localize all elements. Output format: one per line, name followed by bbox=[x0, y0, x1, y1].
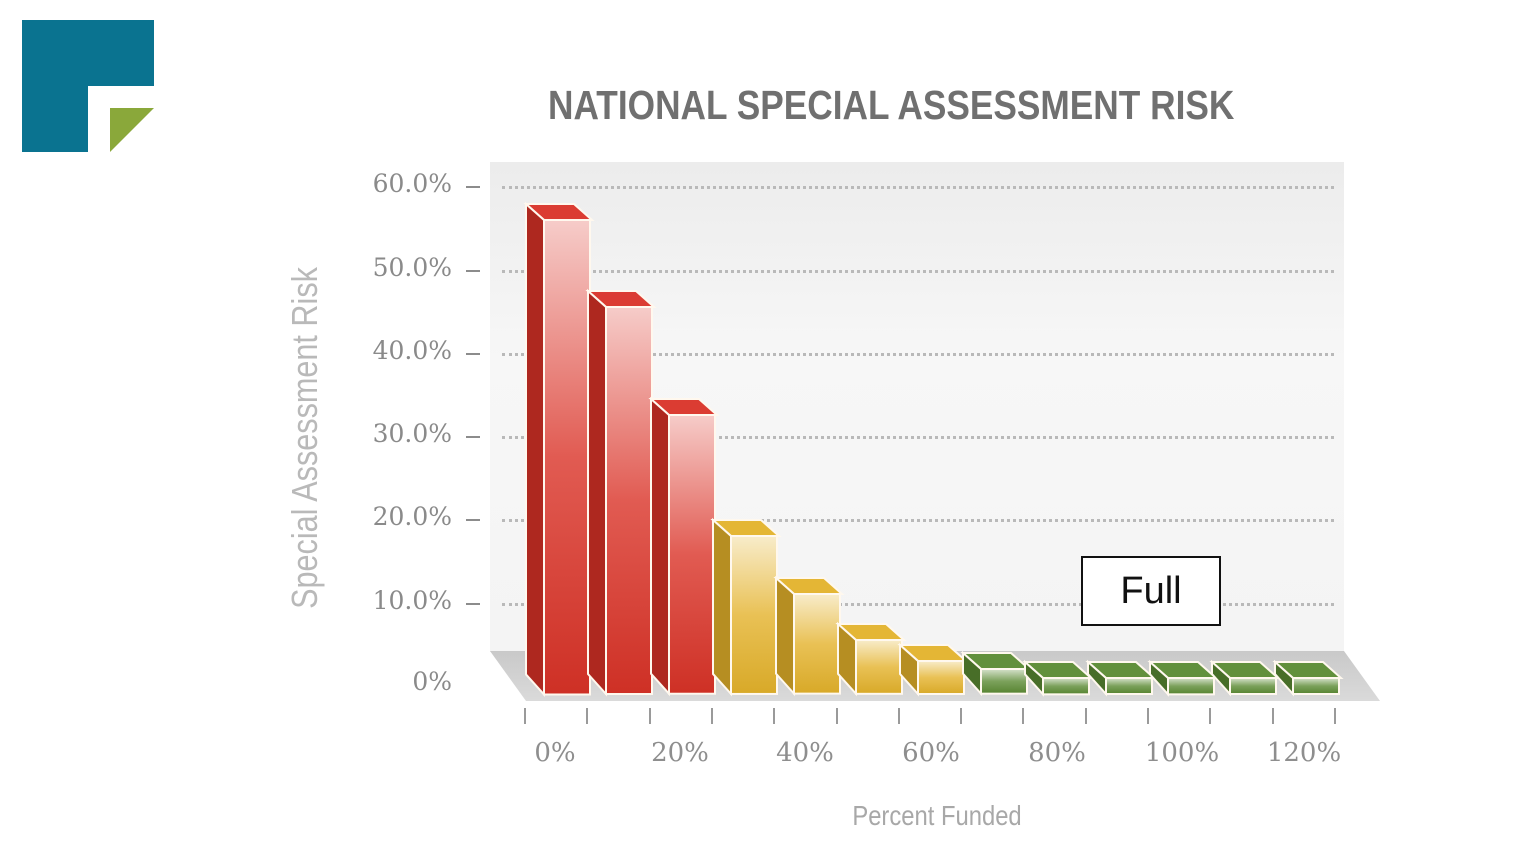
y-tick-mark bbox=[466, 269, 480, 272]
y-axis-label: Special Assessment Risk bbox=[284, 267, 325, 609]
bar-100pct bbox=[1147, 659, 1219, 697]
x-tick-mark bbox=[1022, 708, 1025, 724]
x-tick-label: 0% bbox=[534, 738, 576, 768]
chart-title: NATIONAL SPECIAL ASSESSMENT RISK bbox=[548, 82, 1235, 128]
x-tick-mark bbox=[960, 708, 963, 724]
y-tick-label: 30.0% bbox=[372, 419, 452, 449]
bar-40pct bbox=[772, 576, 845, 697]
x-tick-label: 100% bbox=[1144, 738, 1220, 768]
y-tick-mark bbox=[466, 602, 480, 605]
gridline bbox=[502, 186, 1334, 190]
y-tick-label: 0% bbox=[412, 667, 452, 696]
y-tick-mark bbox=[466, 352, 480, 355]
gridline bbox=[502, 436, 1334, 440]
bar-50pct bbox=[835, 621, 907, 697]
y-tick-label: 20.0% bbox=[372, 502, 452, 532]
bar-120pct bbox=[1272, 659, 1344, 697]
gridline bbox=[502, 519, 1334, 523]
x-tick-mark bbox=[1084, 708, 1087, 724]
x-axis-label: Percent Funded bbox=[852, 800, 1022, 831]
y-tick-label: 10.0% bbox=[372, 585, 452, 615]
bar-90pct bbox=[1084, 659, 1157, 697]
x-tick-mark bbox=[586, 708, 589, 724]
x-tick-label: 20% bbox=[651, 738, 709, 768]
y-tick-label: 40.0% bbox=[372, 335, 452, 365]
x-tick-mark bbox=[773, 708, 776, 724]
x-tick-mark bbox=[1209, 708, 1212, 724]
gridline bbox=[502, 352, 1334, 356]
gridline bbox=[502, 602, 1334, 606]
x-tick-mark bbox=[835, 708, 838, 724]
x-tick-label: 60% bbox=[902, 738, 960, 768]
y-tick-label: 60.0% bbox=[372, 169, 452, 199]
bar-80pct bbox=[1022, 659, 1094, 697]
x-tick-mark bbox=[1333, 708, 1336, 724]
bar-70pct bbox=[960, 651, 1032, 697]
y-tick-mark bbox=[466, 186, 480, 189]
x-tick-mark bbox=[710, 708, 713, 724]
y-tick-mark bbox=[466, 519, 480, 522]
x-tick-mark bbox=[648, 708, 651, 724]
gridline bbox=[502, 269, 1334, 273]
annotation-text: Full bbox=[1120, 569, 1182, 612]
x-tick-label: 80% bbox=[1028, 738, 1086, 768]
bar-0pct bbox=[523, 201, 595, 697]
x-tick-mark bbox=[524, 708, 526, 724]
company-logo bbox=[22, 20, 154, 152]
full-annotation: Full bbox=[1081, 556, 1221, 626]
bar-20pct bbox=[648, 397, 720, 697]
bar-30pct bbox=[710, 517, 782, 697]
bar-10pct bbox=[585, 288, 658, 697]
bar-110pct bbox=[1209, 659, 1282, 697]
x-tick-label: 40% bbox=[776, 738, 834, 768]
x-tick-mark bbox=[897, 708, 900, 724]
x-tick-label: 120% bbox=[1266, 738, 1342, 768]
y-tick-label: 50.0% bbox=[372, 252, 452, 282]
y-tick-mark bbox=[466, 436, 480, 439]
x-tick-mark bbox=[1147, 708, 1149, 724]
bar-60pct bbox=[897, 642, 970, 697]
x-tick-mark bbox=[1271, 708, 1274, 724]
